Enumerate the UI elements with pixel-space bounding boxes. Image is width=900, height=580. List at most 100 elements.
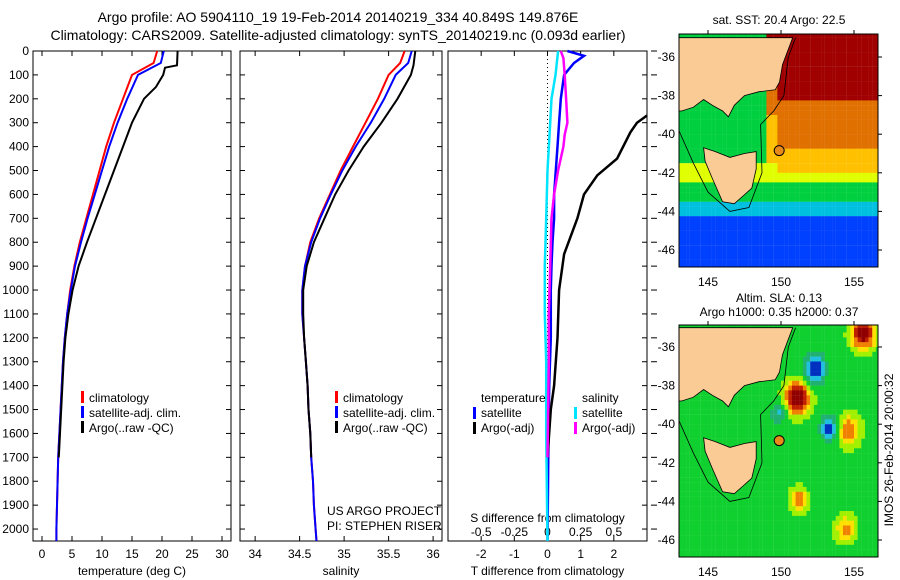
field-cell: [759, 269, 763, 274]
field-cell: [781, 216, 785, 222]
field-cell: [693, 438, 698, 444]
field-cell: [875, 250, 878, 255]
field-cell: [839, 206, 844, 212]
field-cell: [689, 530, 694, 536]
field-cell: [784, 100, 789, 106]
field-cell: [784, 206, 789, 212]
field-cell: [810, 240, 814, 246]
field-cell: [722, 540, 727, 545]
field-cell: [759, 477, 763, 483]
field-cell: [748, 235, 752, 241]
field-cell: [700, 549, 705, 555]
field-cell: [821, 114, 825, 120]
field-cell: [700, 453, 705, 459]
field-cell: [795, 110, 800, 116]
field-cell: [868, 221, 873, 226]
field-cell: [693, 206, 698, 212]
field-cell: [762, 380, 767, 386]
field-cell: [708, 491, 712, 497]
field-cell: [689, 264, 694, 267]
field-cell: [813, 57, 818, 62]
field-cell: [806, 182, 811, 188]
field-cell: [813, 240, 818, 246]
field-cell: [729, 520, 734, 526]
field-cell: [865, 28, 869, 33]
field-cell: [850, 182, 855, 188]
field-cell: [689, 240, 694, 246]
field-cell: [708, 114, 712, 120]
field-cell: [832, 168, 836, 173]
field-cell: [824, 206, 829, 212]
field-cell: [788, 525, 793, 531]
field-cell: [868, 57, 873, 62]
field-cell: [854, 100, 858, 106]
field-cell: [865, 177, 869, 183]
field-cell: [813, 172, 818, 178]
field-cell: [784, 134, 789, 140]
field-cell: [737, 235, 741, 241]
field-cell: [824, 201, 829, 207]
field-cell: [762, 540, 767, 545]
field-cell: [683, 269, 687, 274]
field-cell: [799, 172, 804, 178]
field-cell: [774, 269, 778, 274]
field-cell: [751, 206, 756, 212]
field-cell: [854, 225, 858, 231]
field-cell: [773, 100, 778, 106]
field-cell: [726, 230, 731, 236]
field-cell: [777, 177, 782, 183]
field-cell: [854, 211, 858, 217]
field-cell: [857, 206, 862, 212]
field-cell: [715, 501, 720, 507]
field-cell: [686, 110, 690, 116]
field-cell: [700, 486, 705, 492]
field-cell: [686, 472, 690, 478]
field-cell: [795, 264, 800, 267]
field-cell: [788, 57, 793, 62]
field-cell: [697, 216, 701, 222]
field-cell: [875, 61, 878, 67]
field-cell: [770, 506, 774, 512]
field-cell: [817, 42, 822, 48]
field-cell: [759, 201, 763, 207]
field-cell: [682, 520, 687, 526]
field-cell: [682, 544, 687, 550]
field-cell: [689, 501, 694, 507]
field-cell: [821, 221, 825, 226]
field-cell: [810, 28, 814, 33]
field-cell: [693, 462, 698, 468]
field-cell: [872, 254, 877, 260]
field-cell: [686, 206, 690, 212]
field-cell: [708, 110, 712, 116]
field-cell: [704, 139, 709, 144]
field-cell: [828, 114, 833, 120]
field-cell: [711, 187, 716, 193]
field-cell: [737, 535, 741, 541]
field-cell: [828, 52, 833, 58]
field-cell: [795, 337, 800, 343]
field-cell: [773, 544, 778, 550]
field-cell: [697, 114, 701, 120]
field-cell: [777, 264, 782, 267]
x-tick-label: 34.5: [288, 547, 312, 561]
field-cell: [777, 540, 782, 545]
field-cell: [682, 34, 687, 38]
field-cell: [679, 515, 683, 521]
field-cell: [693, 182, 698, 188]
field-cell: [817, 148, 822, 154]
field-cell: [773, 482, 778, 488]
field-cell: [726, 211, 731, 217]
field-cell: [799, 332, 804, 338]
field-cell: [719, 28, 723, 33]
field-cell: [806, 250, 811, 255]
field-cell: [813, 168, 818, 173]
field-cell: [795, 530, 800, 536]
series-line-s-argo-adj-: [546, 50, 569, 458]
field-cell: [777, 380, 782, 386]
field-cell: [719, 254, 723, 260]
field-cell: [708, 559, 712, 564]
field-cell: [781, 259, 785, 265]
field-cell: [784, 66, 789, 72]
field-cell: [784, 511, 789, 516]
field-cell: [700, 530, 705, 536]
